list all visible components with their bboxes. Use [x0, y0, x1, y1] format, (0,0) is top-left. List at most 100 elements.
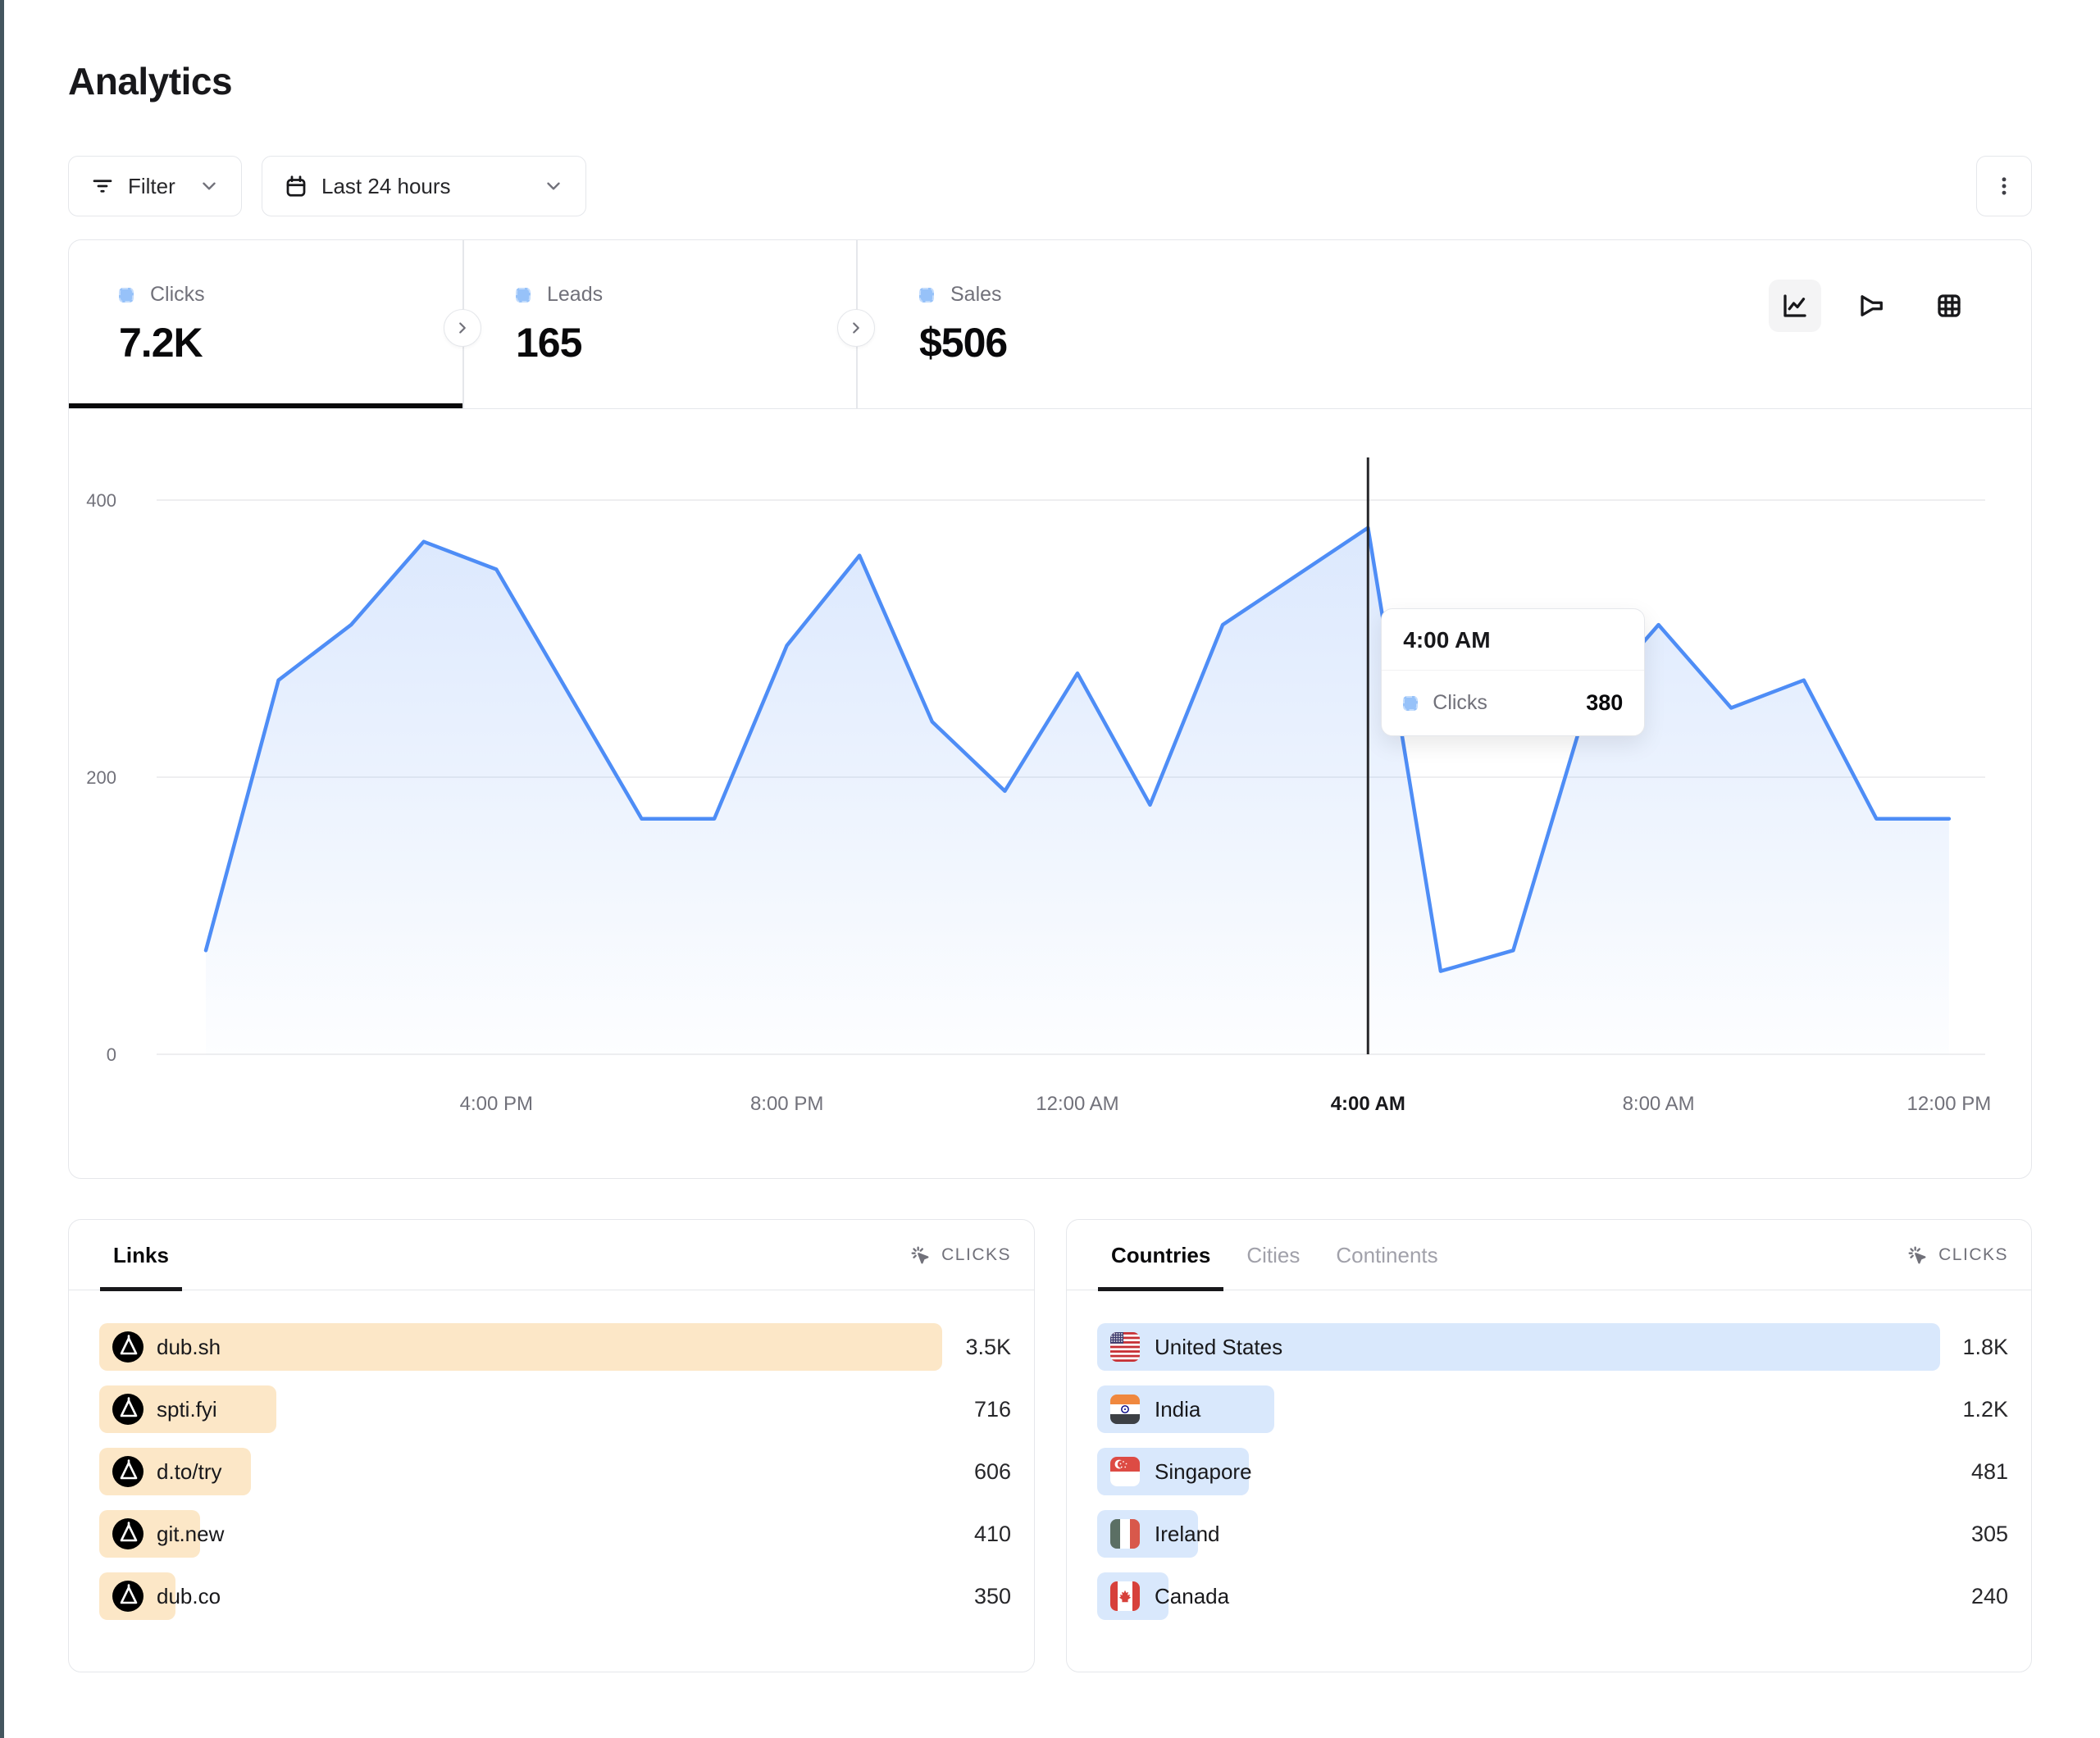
- expand-leads-button[interactable]: [444, 309, 481, 347]
- link-row[interactable]: dub.sh 3.5K: [69, 1323, 1034, 1371]
- tab-cities[interactable]: Cities: [1246, 1220, 1300, 1290]
- country-row[interactable]: India 1.2K: [1067, 1385, 2031, 1433]
- chart-type-toggle-group: [1769, 280, 1975, 332]
- row-label: d.to/try: [157, 1458, 222, 1484]
- stat-tab-sales[interactable]: Sales $506: [919, 240, 1231, 408]
- active-stat-indicator: [69, 403, 462, 408]
- stat-value: 7.2K: [119, 320, 203, 366]
- row-value: 716: [973, 1396, 1011, 1422]
- tab-label: Cities: [1246, 1242, 1301, 1267]
- row-label: Canada: [1155, 1583, 1230, 1608]
- x-axis-tick-label: 4:00 PM: [460, 1093, 533, 1115]
- calendar-icon: [286, 175, 306, 197]
- country-row[interactable]: Singapore 481: [1067, 1448, 2031, 1495]
- funnel-chart-toggle-button[interactable]: [1846, 280, 1898, 332]
- country-row[interactable]: Canada 240: [1067, 1572, 2031, 1620]
- countries-panel: Countries Cities Continents CLICKS United …: [1066, 1219, 2032, 1672]
- dub-logo-icon: [112, 1394, 143, 1425]
- stat-label: Leads: [547, 283, 604, 306]
- line-chart-toggle-button[interactable]: [1769, 280, 1821, 332]
- row-value: 240: [1970, 1583, 2008, 1608]
- x-axis-tick-label: 4:00 AM: [1331, 1093, 1405, 1115]
- ca-flag-icon: [1110, 1581, 1140, 1611]
- link-row[interactable]: git.new 410: [69, 1510, 1034, 1558]
- clicks-area-chart[interactable]: 0 200 400 4:00 PM 8:00 PM 12:00 AM 4:00 AM 8:00…: [69, 408, 2031, 1178]
- links-metric-selector[interactable]: CLICKS: [909, 1220, 1011, 1290]
- links-panel: Links CLICKS dub.sh 3.5K spti.fyi 716 d.to…: [68, 1219, 1035, 1672]
- filter-button-label: Filter: [128, 173, 175, 198]
- dub-logo-icon: [112, 1518, 143, 1549]
- date-range-label: Last 24 hours: [321, 173, 451, 198]
- chevron-right-icon: [853, 322, 859, 334]
- row-label: Ireland: [1155, 1521, 1220, 1546]
- us-flag-icon: [1110, 1332, 1140, 1362]
- analytics-card: Clicks 7.2K Leads 165 Sales $506: [68, 239, 2032, 1179]
- row-value: 1.8K: [1962, 1334, 2008, 1359]
- grid-table-toggle-button[interactable]: [1923, 280, 1975, 332]
- date-range-button[interactable]: Last 24 hours: [262, 156, 586, 216]
- leads-legend-square-icon: [516, 287, 531, 303]
- row-value-bar: [99, 1323, 942, 1371]
- tooltip-series-label: Clicks: [1433, 691, 1487, 714]
- row-label: United States: [1155, 1334, 1283, 1359]
- sg-flag-icon: [1110, 1457, 1140, 1486]
- row-value: 410: [973, 1521, 1011, 1546]
- chevron-right-icon: [459, 322, 466, 334]
- expand-sales-button[interactable]: [837, 309, 875, 347]
- row-value: 481: [1970, 1458, 2008, 1484]
- countries-metric-selector[interactable]: CLICKS: [1906, 1220, 2008, 1290]
- metric-label: CLICKS: [1938, 1245, 2008, 1264]
- country-row[interactable]: Ireland 305: [1067, 1510, 2031, 1558]
- countries-panel-header: Countries Cities Continents CLICKS: [1067, 1220, 2031, 1291]
- tab-label: Continents: [1336, 1242, 1438, 1267]
- filter-lines-icon: [93, 180, 112, 193]
- y-axis-tick-label: 200: [86, 767, 116, 788]
- stat-value: $506: [919, 320, 1008, 366]
- tab-links[interactable]: Links: [100, 1220, 182, 1291]
- x-axis-tick-label: 12:00 PM: [1907, 1093, 1992, 1115]
- country-row[interactable]: United States 1.8K: [1067, 1323, 2031, 1371]
- in-flag-icon: [1110, 1394, 1140, 1424]
- tab-countries[interactable]: Countries: [1098, 1220, 1224, 1291]
- row-value-bar: [1097, 1323, 1940, 1371]
- x-axis-tick-label: 12:00 AM: [1036, 1093, 1118, 1115]
- stat-tab-leads[interactable]: Leads 165: [516, 240, 827, 408]
- chart-canvas: 0 200 400 4:00 PM 8:00 PM 12:00 AM 4:00 AM 8:00…: [86, 457, 1992, 1115]
- tooltip-value: 380: [1586, 690, 1624, 715]
- active-tab-indicator: [1098, 1287, 1224, 1291]
- row-label: spti.fyi: [157, 1396, 217, 1422]
- tab-label: Countries: [1111, 1242, 1211, 1267]
- stat-tab-clicks[interactable]: Clicks 7.2K: [119, 240, 463, 408]
- row-label: dub.co: [157, 1583, 221, 1608]
- sales-legend-square-icon: [919, 287, 934, 303]
- metric-label: CLICKS: [941, 1245, 1011, 1264]
- dub-logo-icon: [112, 1331, 143, 1363]
- row-value: 3.5K: [965, 1334, 1011, 1359]
- link-row[interactable]: spti.fyi 716: [69, 1385, 1034, 1433]
- grid-table-icon: [1938, 294, 1961, 317]
- line-chart-icon: [1783, 294, 1806, 317]
- more-options-button[interactable]: [1976, 156, 2032, 216]
- row-value: 305: [1970, 1521, 2008, 1546]
- row-value: 606: [973, 1458, 1011, 1484]
- link-row[interactable]: dub.co 350: [69, 1572, 1034, 1620]
- cursor-click-icon: [911, 1246, 929, 1264]
- cursor-click-icon: [1908, 1246, 1926, 1264]
- chart-tooltip: 4:00 AM Clicks 380: [1381, 608, 1646, 736]
- stats-tabs-row: Clicks 7.2K Leads 165 Sales $506: [69, 240, 2031, 409]
- x-axis-tick-label: 8:00 AM: [1623, 1093, 1695, 1115]
- funnel-chart-icon: [1861, 295, 1883, 316]
- link-row[interactable]: d.to/try 606: [69, 1448, 1034, 1495]
- row-label: dub.sh: [157, 1334, 221, 1359]
- stat-label: Clicks: [150, 283, 205, 306]
- tab-continents[interactable]: Continents: [1336, 1220, 1437, 1290]
- y-axis-tick-label: 400: [86, 490, 116, 511]
- row-value: 350: [973, 1583, 1011, 1608]
- row-label: Singapore: [1155, 1458, 1252, 1484]
- clicks-legend-square-icon: [119, 287, 134, 303]
- filter-button[interactable]: Filter: [68, 156, 242, 216]
- kebab-menu-icon: [2002, 177, 2007, 195]
- window-edge-strip: [0, 0, 4, 1738]
- tooltip-time: 4:00 AM: [1382, 609, 1645, 671]
- chevron-down-icon: [203, 182, 216, 190]
